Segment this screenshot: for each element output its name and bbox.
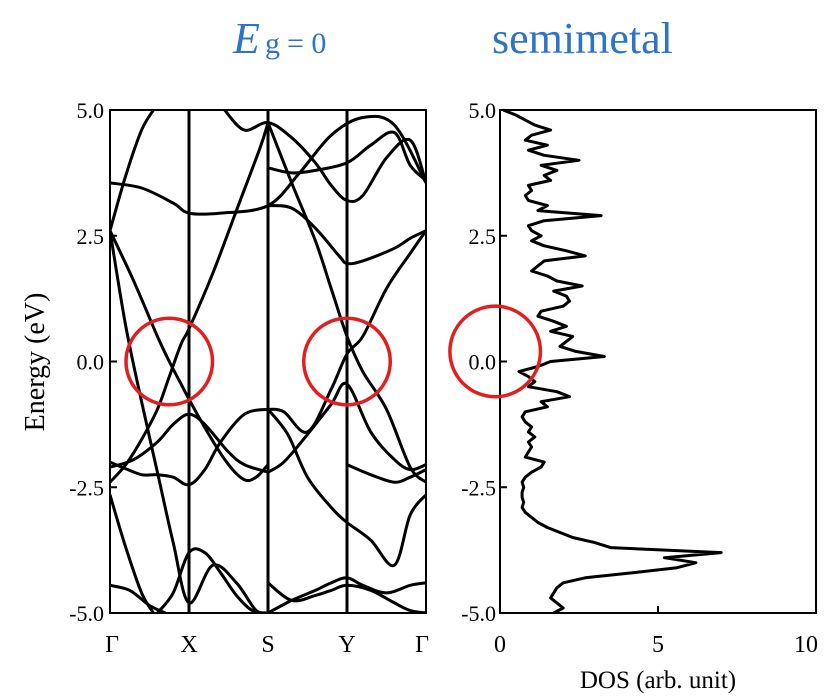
band-x-tick-label: Γ <box>415 632 429 658</box>
dos-panel: 5.0 2.5 0.0 -2.5 -5.0 0 5 10 DOS (arb. unit) <box>448 98 818 694</box>
dos-y-tick-label: 5.0 <box>469 98 497 123</box>
band-y-tick-label: -2.5 <box>69 475 104 500</box>
band-crossing-highlight-circle-1 <box>124 316 215 407</box>
dos-y-tick-label: -2.5 <box>461 475 496 500</box>
band-curve-7 <box>110 407 269 487</box>
band-y-tick-label: 2.5 <box>77 224 105 249</box>
gap-equals-zero: = 0 <box>287 27 326 60</box>
band-curve-5 <box>110 122 270 484</box>
dos-x-tick-label: 5 <box>652 632 664 658</box>
band-highlight-circles <box>124 316 393 407</box>
band-y-tick-label: -5.0 <box>69 601 104 626</box>
band-y-ticks: 5.0 2.5 0.0 -2.5 -5.0 <box>69 98 117 626</box>
band-curve-10 <box>156 547 269 613</box>
band-x-tick-label: Y <box>338 632 355 658</box>
figure-header: E g = 0 semimetal <box>232 14 673 63</box>
dos-curve-group <box>502 108 723 615</box>
dos-x-ticks: 0 5 10 <box>494 606 818 658</box>
dos-y-tick-label: -5.0 <box>461 601 496 626</box>
band-y-axis-label: Energy (eV) <box>20 293 51 432</box>
band-crossing-highlight-circle-2 <box>301 316 393 407</box>
band-x-tick-label: S <box>261 632 274 658</box>
band-curve-20 <box>346 463 426 484</box>
dos-highlight-circles <box>448 304 543 399</box>
gap-subscript: g <box>265 27 280 60</box>
band-y-tick-label: 0.0 <box>77 350 105 375</box>
high-symmetry-lines <box>187 110 349 613</box>
band-curve-1 <box>110 110 155 232</box>
band-curve-12 <box>267 130 426 182</box>
band-x-tick-label: Γ <box>105 632 119 658</box>
dos-x-tick-label: 0 <box>494 632 506 658</box>
band-x-tick-label: X <box>180 632 197 658</box>
band-y-tick-label: 5.0 <box>77 98 105 123</box>
band-curve-4 <box>110 230 269 613</box>
dos-x-axis-label: DOS (arb. unit) <box>580 667 736 694</box>
dos-y-tick-label: 2.5 <box>469 224 497 249</box>
dos-curve <box>502 108 723 615</box>
band-curve-8 <box>110 494 155 613</box>
semimetal-label: semimetal <box>492 14 673 63</box>
dos-fermi-highlight-circle-1 <box>448 304 543 399</box>
dos-y-tick-label: 0.0 <box>469 350 497 375</box>
band-structure-panel: Energy (eV) 5.0 2.5 0.0 -2.5 -5.0 Γ X S Y Γ <box>20 98 429 658</box>
dos-x-tick-label: 10 <box>794 632 818 658</box>
band-curve-9 <box>110 583 166 613</box>
dos-y-ticks: 5.0 2.5 0.0 -2.5 -5.0 <box>461 98 507 626</box>
band-curve-11 <box>223 110 426 204</box>
gap-symbol: E <box>232 14 260 63</box>
